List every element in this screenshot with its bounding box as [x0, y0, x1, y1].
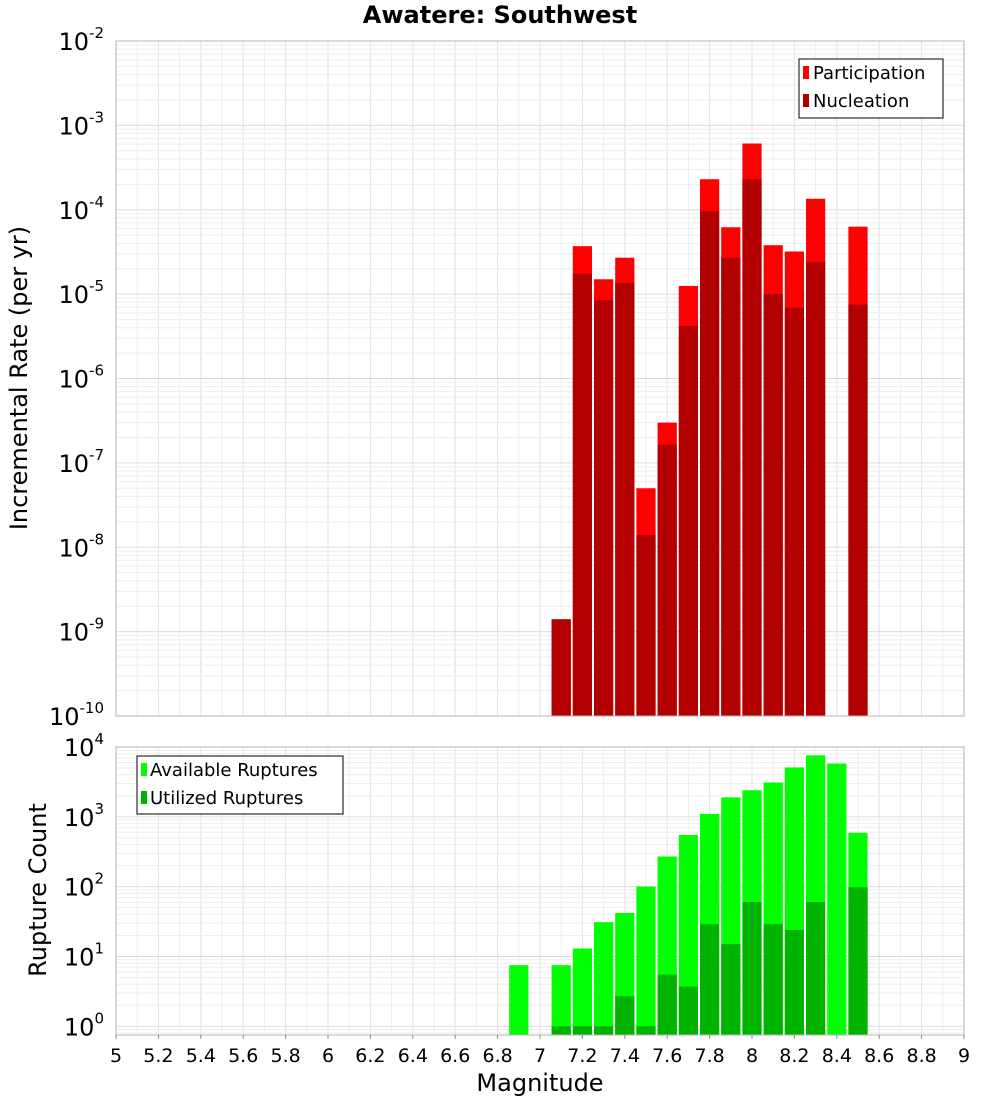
rate-plot-y-tick-label: 10-7: [58, 446, 104, 478]
rate-plot-bars: Participation: M7.1 = 1.4e-9Participatio…: [551, 143, 868, 717]
rate-plot-y-tick-label: 10-3: [58, 108, 104, 140]
x-tick-label: 7.8: [694, 1045, 724, 1067]
nucleation-legend-label: Nucleation: [813, 91, 909, 112]
utilized-ruptures-bar: Utilized Ruptures: M7.5 = 1: [636, 1026, 656, 1035]
available-ruptures-bar: Available Ruptures: M7.3 = 31: [594, 922, 614, 1035]
rate-plot-y-axis-title: Incremental Rate (per yr): [5, 226, 33, 530]
nucleation-bar: Nucleation: M8 = 0.00023: [742, 179, 762, 716]
x-tick-label: 8: [746, 1045, 758, 1067]
nucleation-bar: Nucleation: M8.5 = 0.0000075: [848, 304, 868, 716]
x-tick-label: 7: [534, 1045, 546, 1067]
x-tick-label: 8.6: [864, 1045, 894, 1067]
rate-plot-y-tick-label: 10-9: [58, 615, 104, 647]
utilized-ruptures-bar: Utilized Ruptures: M7.2 = 1: [572, 1026, 592, 1035]
available-ruptures-legend-label: Available Ruptures: [150, 760, 318, 781]
nucleation-bar: Nucleation: M7.2 = 0.0000175: [572, 273, 592, 716]
x-tick-label: 5.8: [270, 1045, 300, 1067]
x-tick-label: 6.2: [355, 1045, 385, 1067]
utilized-ruptures-legend-label: Utilized Ruptures: [150, 788, 303, 809]
utilized-ruptures-bar: Utilized Ruptures: M8.1 = 29: [763, 924, 783, 1035]
available-ruptures-bar: Available Ruptures: M7.2 = 13: [572, 948, 592, 1035]
count-plot-y-tick-label: 101: [64, 939, 104, 971]
utilized-ruptures-bar: Utilized Ruptures: M7.9 = 15: [721, 944, 741, 1035]
x-tick-label: 6: [322, 1045, 334, 1067]
nucleation-bar: Nucleation: M7.5 = 1.4e-8: [636, 534, 656, 716]
x-tick-label: 7.4: [610, 1045, 640, 1067]
available-ruptures-bar: Available Ruptures: M7.5 = 100: [636, 886, 656, 1035]
count-plot-y-tick-label: 103: [64, 800, 104, 832]
count-plot-y-axis-title: Rupture Count: [24, 803, 52, 977]
rate-plot-frame: [115, 40, 965, 717]
count-plot-bars: Available Ruptures: M6.9 = 7.5 Available …: [509, 755, 868, 1035]
utilized-ruptures-bar: Utilized Ruptures: M7.4 = 2.7: [615, 996, 635, 1035]
nucleation-bar: Nucleation: M7.4 = 0.0000135: [615, 283, 635, 716]
nucleation-bar: Nucleation: M7.9 = 0.000027: [721, 257, 741, 716]
x-tick-label: 5.6: [228, 1045, 258, 1067]
utilized-ruptures-bar: Utilized Ruptures: M7.7 = 3.7: [678, 986, 698, 1035]
available-ruptures-bar: Available Ruptures: M8.4 = 5800: [827, 763, 847, 1035]
nucleation-bar: Nucleation: M8.3 = 0.000024: [806, 262, 826, 716]
nucleation-bar: Nucleation: M7.1 = 1.4e-9: [551, 619, 571, 716]
rate-plot-gridlines: [115, 41, 965, 717]
utilized-ruptures-bar: Utilized Ruptures: M7.6 = 5.5: [657, 974, 677, 1035]
x-tick-label: 5.4: [186, 1045, 216, 1067]
rate-legend-box: [798, 58, 944, 119]
utilized-ruptures-bar: Utilized Ruptures: M7.3 = 1: [594, 1026, 614, 1035]
x-axis-title: Magnitude: [476, 1069, 603, 1097]
count-plot-legend: Available Ruptures Utilized Ruptures: [136, 755, 344, 815]
x-tick-label: 8.4: [822, 1045, 852, 1067]
x-tick-labels: 5 5.2 5.4 5.6 5.8 6 6.2 6.4 6.6 6.8 7 7.2 7.4 7.6 7.8 8…: [110, 1035, 970, 1067]
nucleation-bar: Nucleation: M7.7 = 0.0000042: [678, 325, 698, 716]
count-plot-y-tick-label: 104: [64, 730, 104, 762]
rate-plot-y-tick-label: 10-6: [58, 362, 104, 394]
utilized-ruptures-bar: Utilized Ruptures: M8.3 = 60: [806, 902, 826, 1035]
x-tick-label: 7.6: [652, 1045, 682, 1067]
x-tick-label: 6.8: [482, 1045, 512, 1067]
rate-plot-y-tick-label: 10-5: [58, 277, 104, 309]
rate-plot-y-tick-label: 10-4: [58, 193, 104, 225]
rate-plot-y-tick-label: 10-2: [58, 24, 104, 56]
participation-legend-label: Participation: [813, 63, 925, 84]
participation-legend-swatch: [803, 66, 809, 79]
utilized-ruptures-legend-swatch: [141, 791, 147, 804]
rate-plot-y-tick-label: 10-10: [49, 699, 104, 731]
count-plot-y-tick-labels: 100 101 102 103 104: [64, 730, 104, 1041]
x-tick-label: 6.4: [398, 1045, 428, 1067]
nucleation-bar: Nucleation: M7.6 = 1.65e-7: [657, 444, 677, 716]
rate-plot-legend: Participation Nucleation: [798, 58, 944, 119]
count-legend-box: [136, 755, 344, 815]
available-ruptures-bar: Available Ruptures: M6.9 = 7.5: [509, 965, 529, 1035]
utilized-ruptures-bar: Utilized Ruptures: M8.5 = 98: [848, 887, 868, 1035]
rate-plot-y-tick-label: 10-8: [58, 530, 104, 562]
utilized-ruptures-bar: Utilized Ruptures: M7.1 = 1: [551, 1026, 571, 1035]
count-plot-y-tick-label: 100: [64, 1009, 104, 1041]
x-tick-label: 6.6: [440, 1045, 470, 1067]
available-ruptures-bar: Available Ruptures: M7.1 = 7.5: [551, 965, 571, 1035]
utilized-ruptures-bar: Utilized Ruptures: M8 = 60: [742, 902, 762, 1035]
x-tick-label: 5: [110, 1045, 122, 1067]
available-ruptures-bar: Available Ruptures: M7.7 = 550: [678, 834, 698, 1035]
x-tick-label: 9: [958, 1045, 970, 1067]
x-tick-label: 8.2: [779, 1045, 809, 1067]
nucleation-bar: Nucleation: M7.3 = 0.0000085: [594, 300, 614, 716]
x-tick-label: 5.2: [143, 1045, 173, 1067]
x-tick-label: 7.2: [567, 1045, 597, 1067]
nucleation-bar: Nucleation: M8.1 = 0.00001: [763, 294, 783, 716]
count-plot-y-tick-label: 102: [64, 870, 104, 902]
nucleation-bar: Nucleation: M7.8 = 0.000096: [700, 211, 720, 717]
nucleation-legend-swatch: [803, 94, 809, 107]
available-ruptures-legend-swatch: [141, 763, 147, 776]
nucleation-bar: Nucleation: M8.2 = 0.0000069: [784, 307, 804, 716]
utilized-ruptures-bar: Utilized Ruptures: M8.2 = 24: [784, 929, 804, 1035]
x-tick-label: 8.8: [906, 1045, 936, 1067]
utilized-ruptures-bar: Utilized Ruptures: M7.8 = 29: [700, 924, 720, 1035]
chart-title: Awatere: Southwest: [363, 1, 637, 29]
rate-plot-y-tick-labels: 10-10 10-9 10-8 10-7 10-6 10-5 10-4 10-3 10-2: [49, 24, 104, 731]
